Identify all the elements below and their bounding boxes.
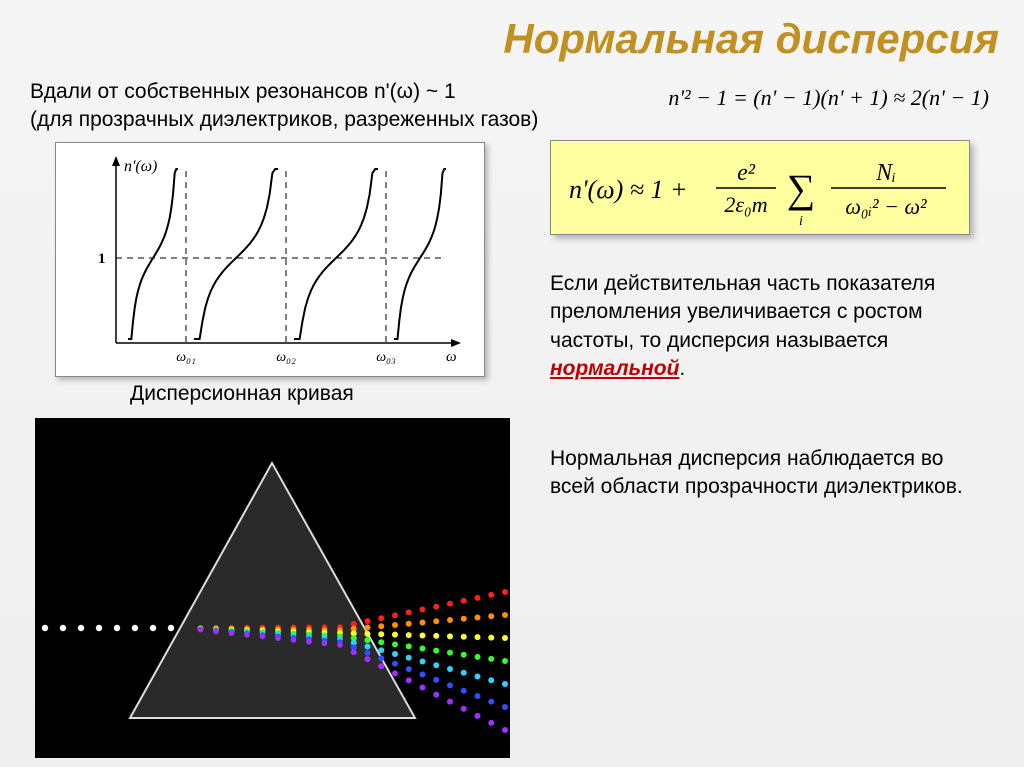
svg-text:ω₀₃: ω₀₃ <box>376 350 396 365</box>
chart-caption: Дисперсионная кривая <box>130 382 354 406</box>
paragraph-2: Нормальная дисперсия наблюдается во всей… <box>550 445 990 502</box>
svg-text:ω: ω <box>446 349 457 365</box>
svg-text:ω₀₁: ω₀₁ <box>176 350 196 365</box>
para1-post: . <box>679 357 685 380</box>
svg-text:∑: ∑ <box>787 166 816 211</box>
intro-line-1: Вдали от собственных резонансов n'(ω) ~ … <box>30 80 456 103</box>
intro-line-2: (для прозрачных диэлектриков, разреженны… <box>30 108 538 131</box>
para1-normal-word: нормальной <box>550 357 679 380</box>
dispersion-chart: n'(ω) 1 ω₀₁ ω₀₂ ω₀₃ ω <box>55 142 485 377</box>
svg-text:e²: e² <box>737 160 756 186</box>
prism-svg <box>35 418 510 758</box>
para1-pre: Если действительная часть показателя пре… <box>550 272 935 352</box>
svg-text:ω₀ᵢ² − ω²: ω₀ᵢ² − ω² <box>845 194 927 219</box>
svg-text:n'(ω): n'(ω) <box>124 158 157 175</box>
chart-svg: n'(ω) 1 ω₀₁ ω₀₂ ω₀₃ ω <box>56 143 486 378</box>
svg-text:1: 1 <box>98 251 106 267</box>
svg-text:i: i <box>799 214 803 229</box>
equation-2-svg: n'(ω) ≈ 1 + e² 2ε₀m ∑ i Nᵢ ω₀ᵢ² − ω² <box>551 140 969 235</box>
paragraph-1: Если действительная часть показателя пре… <box>550 270 990 383</box>
svg-text:ω₀₂: ω₀₂ <box>276 350 296 365</box>
svg-text:2ε₀m: 2ε₀m <box>724 192 767 217</box>
intro-text: Вдали от собственных резонансов n'(ω) ~ … <box>30 78 538 135</box>
equation-2-box: n'(ω) ≈ 1 + e² 2ε₀m ∑ i Nᵢ ω₀ᵢ² − ω² <box>550 140 970 235</box>
page-title: Нормальная дисперсия <box>503 15 999 63</box>
svg-text:Nᵢ: Nᵢ <box>875 160 896 186</box>
equation-1: n'² − 1 = (n' − 1)(n' + 1) ≈ 2(n' − 1) <box>668 85 989 111</box>
eq2-lhs: n'(ω) ≈ 1 + <box>569 175 688 204</box>
prism-illustration <box>35 418 510 758</box>
